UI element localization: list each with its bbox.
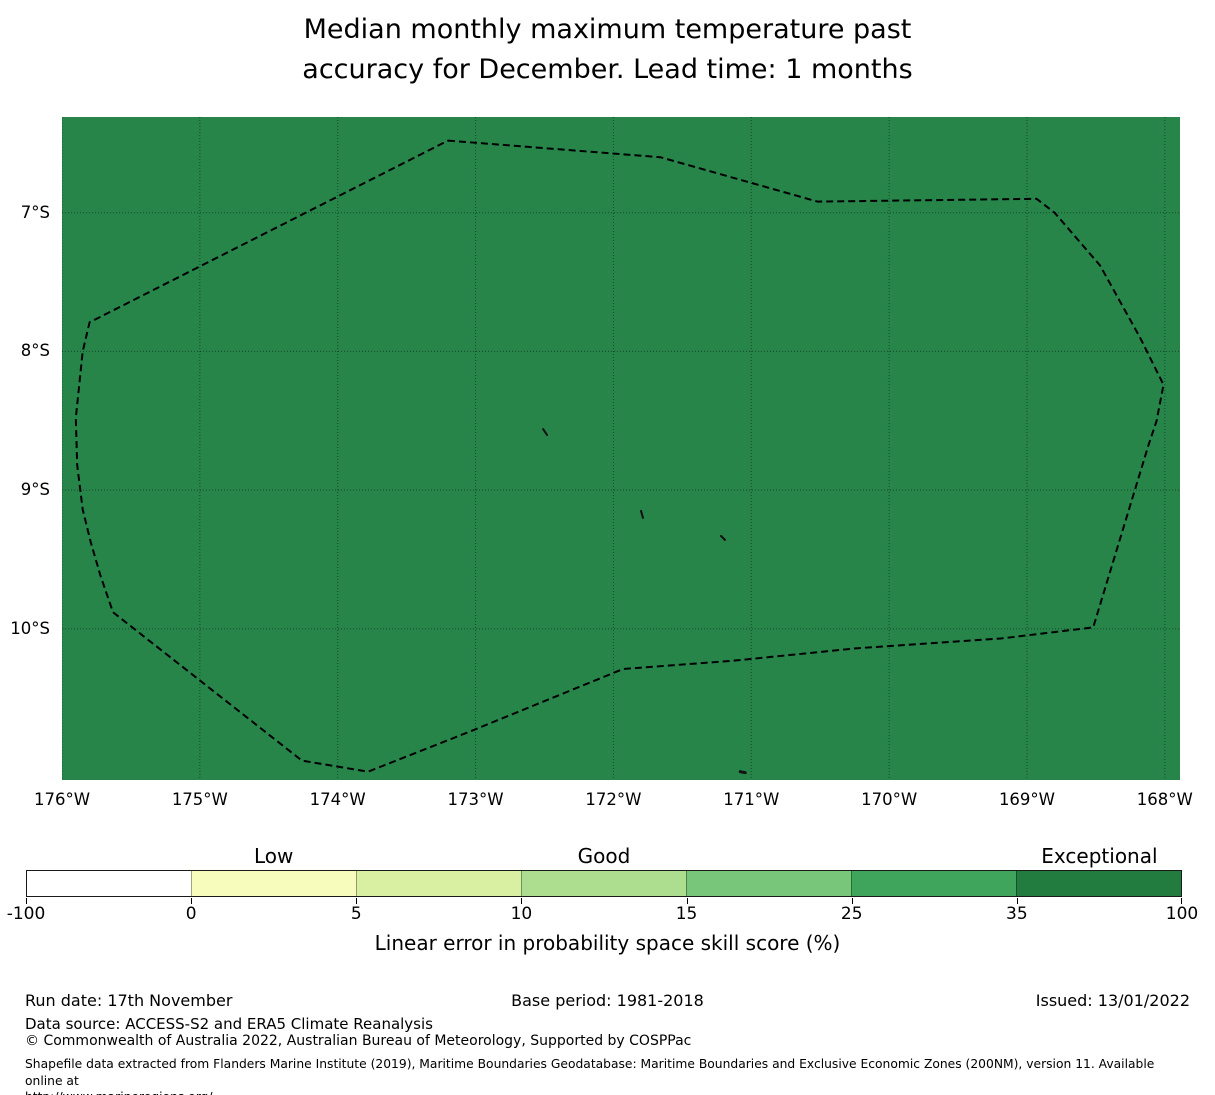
- colorbar-tick: [356, 898, 358, 904]
- colorbar-axis-label: Linear error in probability space skill …: [374, 931, 841, 955]
- island-mark: [542, 428, 549, 437]
- x-tick-label: 176°W: [33, 790, 91, 809]
- map-canvas: [61, 117, 1180, 780]
- colorbar-tick-label: 15: [675, 904, 698, 924]
- colorbar-segment: [851, 871, 1016, 896]
- x-tick-label: 168°W: [1136, 790, 1193, 809]
- colorbar-segment: [27, 871, 191, 896]
- shapefile-note: Shapefile data extracted from Flanders M…: [25, 1056, 1195, 1095]
- colorbar-tick: [686, 898, 688, 904]
- issued-date-text: Issued: 13/01/2022: [1035, 991, 1190, 1010]
- colorbar-tick: [521, 898, 523, 904]
- colorbar-segment: [521, 871, 686, 896]
- y-tick-label: 7°S: [20, 202, 50, 222]
- map-fill: [62, 117, 1180, 780]
- base-period-text: Base period: 1981-2018: [511, 991, 704, 1010]
- copyright-text: © Commonwealth of Australia 2022, Austra…: [25, 1033, 692, 1049]
- data-source-text: Data source: ACCESS-S2 and ERA5 Climate …: [25, 1015, 433, 1033]
- colorbar-segment: [356, 871, 521, 896]
- colorbar-segment: [1016, 871, 1181, 896]
- x-tick-label: 173°W: [447, 790, 504, 809]
- shapefile-note-line-1: Shapefile data extracted from Flanders M…: [25, 1057, 1155, 1088]
- colorbar-segment: [191, 871, 356, 896]
- title-line-2: accuracy for December. Lead time: 1 mont…: [302, 54, 913, 85]
- x-tick-label: 171°W: [723, 790, 780, 809]
- colorbar-tick: [1016, 898, 1018, 904]
- eez-boundary: [74, 139, 1165, 773]
- colorbar-tick-label: 5: [350, 904, 362, 924]
- colorbar-tick: [851, 898, 853, 904]
- figure-title: Median monthly maximum temperature past …: [0, 10, 1215, 90]
- y-tick-label: 8°S: [20, 341, 50, 361]
- y-tick-label: 9°S: [20, 480, 50, 500]
- colorbar-tick-label: 35: [1006, 904, 1028, 924]
- colorbar-tick-label: -100: [6, 904, 46, 924]
- x-tick-label: 175°W: [171, 790, 228, 809]
- x-tick-label: 174°W: [309, 790, 366, 809]
- colorbar: [26, 870, 1182, 897]
- colorbar-tick: [191, 898, 193, 904]
- y-tick-label: 10°S: [10, 618, 50, 638]
- colorbar-tick: [1181, 898, 1182, 904]
- island-mark: [719, 534, 726, 541]
- shapefile-note-line-2: http://www.marineregions.org/.: [25, 1089, 1195, 1095]
- island-mark: [738, 770, 747, 775]
- x-tick-label: 172°W: [585, 790, 642, 809]
- colorbar-category-label: Low: [254, 844, 294, 868]
- colorbar-tick: [26, 898, 27, 904]
- colorbar-tick-label: 25: [840, 904, 863, 924]
- colorbar-category-label: Good: [577, 844, 631, 868]
- colorbar-category-label: Exceptional: [1041, 844, 1158, 868]
- colorbar-tick-label: 10: [510, 904, 533, 924]
- colorbar-tick-label: 100: [1165, 904, 1199, 924]
- title-line-1: Median monthly maximum temperature past: [303, 14, 912, 45]
- colorbar-segment: [686, 871, 851, 896]
- x-tick-label: 169°W: [998, 790, 1055, 809]
- map-area: [61, 117, 1180, 780]
- colorbar-tick-label: 0: [185, 904, 197, 924]
- x-tick-label: 170°W: [861, 790, 918, 809]
- run-date-text: Run date: 17th November: [25, 991, 233, 1010]
- island-mark: [639, 509, 644, 519]
